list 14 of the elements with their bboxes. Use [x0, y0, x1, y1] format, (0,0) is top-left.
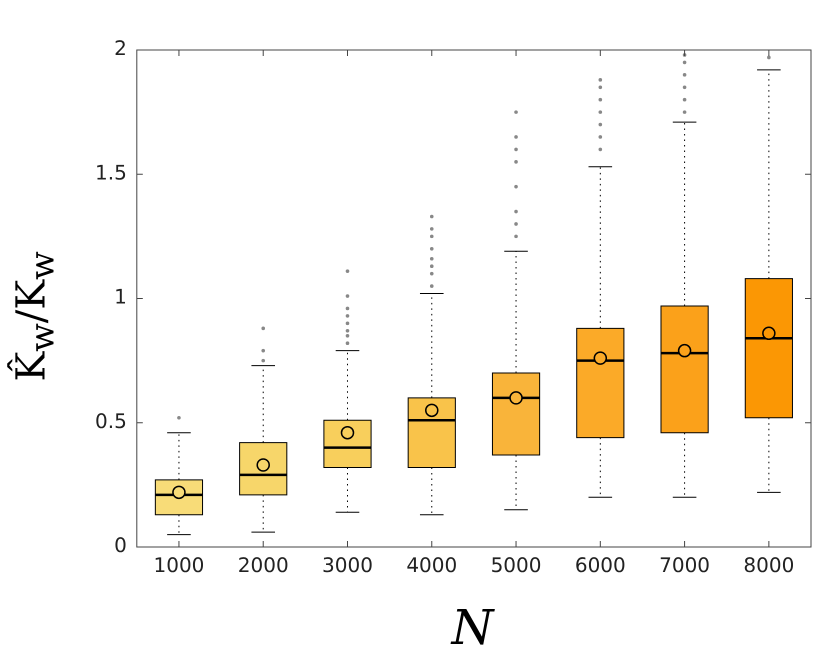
x-tick-label: 8000	[743, 553, 794, 578]
x-tick-label: 5000	[490, 553, 542, 578]
y-tick-label: 1	[114, 284, 127, 309]
x-tick-label: 3000	[322, 553, 373, 578]
x-tick-label: 2000	[238, 553, 289, 578]
x-axis-title: N	[450, 600, 496, 656]
x-tick-label: 7000	[659, 553, 710, 578]
y-tick-label: 2	[114, 36, 127, 60]
x-tick-label: 6000	[574, 553, 626, 578]
x-tick-label: 1000	[153, 553, 204, 578]
y-tick-label: 1.5	[94, 160, 127, 184]
y-tick-label: 0.5	[94, 408, 127, 433]
x-tick-label: 4000	[406, 553, 458, 578]
y-tick-label: 0	[114, 533, 127, 558]
